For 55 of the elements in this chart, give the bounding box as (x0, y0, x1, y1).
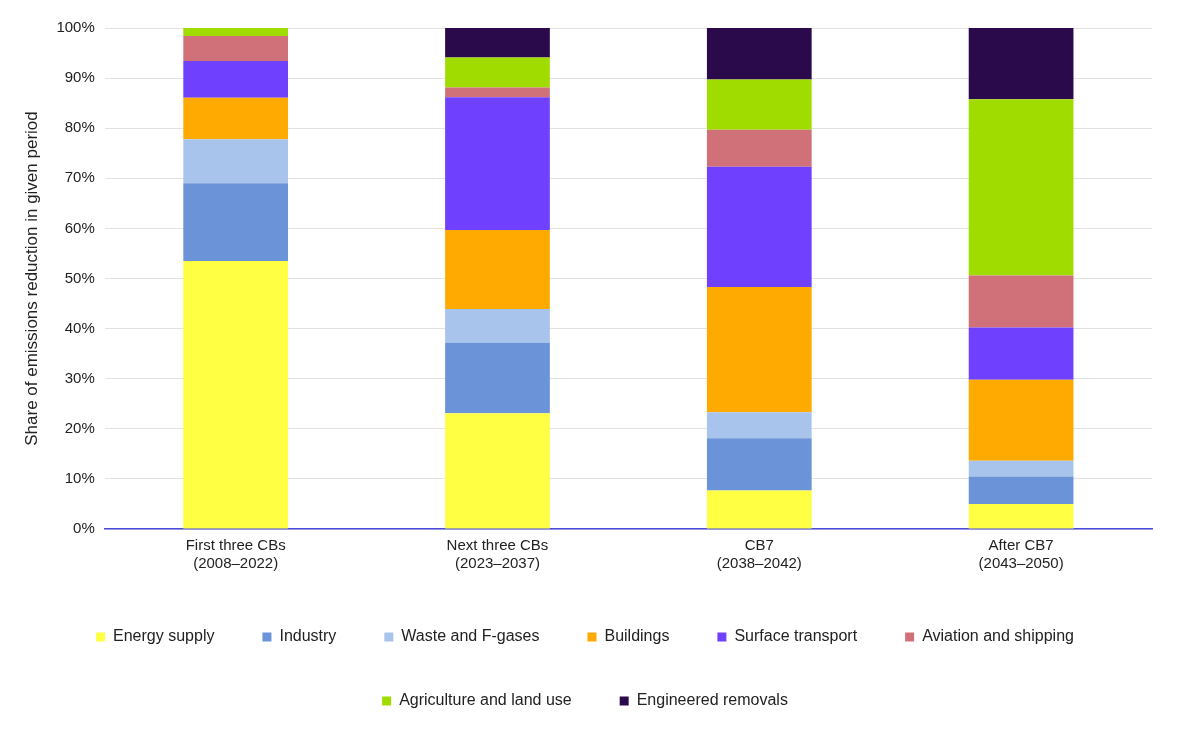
y-tick-label: 50% (64, 268, 95, 286)
y-tick-label: 70% (64, 168, 95, 186)
y-axis-title: Share of emissions reduction in given period (21, 111, 41, 446)
y-tick-label: 90% (64, 68, 95, 86)
y-tick-label: 0% (73, 519, 95, 537)
bar (706, 166, 812, 288)
x-tick-label: Next three CBs (2023–2037) (446, 536, 549, 572)
bar (183, 28, 289, 37)
bar (968, 460, 1074, 477)
bar (183, 260, 289, 529)
bar (183, 61, 289, 98)
bar (445, 229, 550, 310)
legend-label: Engineered removals (636, 691, 788, 709)
bar (445, 309, 550, 343)
bar (706, 79, 812, 130)
legend-label: Buildings (604, 627, 670, 645)
legend-label: Energy supply (113, 627, 215, 645)
legend-label: Surface transport (734, 627, 858, 645)
y-tick-label: 40% (64, 318, 95, 336)
bar (183, 183, 289, 261)
bar (183, 97, 289, 140)
bar (445, 413, 550, 529)
bar (968, 275, 1074, 328)
y-tick-label: 10% (64, 469, 95, 487)
bar (706, 287, 812, 413)
legend-label: Industry (279, 627, 337, 645)
bar (968, 99, 1074, 276)
legend-label: Aviation and shipping (922, 627, 1074, 645)
x-tick-label: CB7 (2038–2042) (716, 536, 802, 572)
bar (706, 490, 812, 529)
bar (183, 36, 289, 62)
bar (445, 342, 550, 414)
bar (183, 139, 289, 184)
bar (706, 412, 812, 439)
bar (445, 57, 550, 88)
legend-label: Waste and F-gases (401, 627, 540, 645)
bar (968, 327, 1074, 380)
y-tick-label: 60% (64, 218, 95, 236)
x-tick-label: After CB7 (2043–2050) (978, 536, 1064, 572)
y-tick-label: 80% (64, 118, 95, 136)
bar (706, 129, 812, 167)
bar (706, 28, 812, 80)
legend-label: Agriculture and land use (399, 691, 572, 709)
y-tick-label: 20% (64, 418, 95, 436)
bar (445, 87, 550, 98)
y-tick-label: 100% (56, 18, 95, 36)
bar (445, 97, 550, 230)
bar (445, 28, 550, 58)
bar (968, 28, 1074, 100)
bar (968, 379, 1074, 461)
y-tick-label: 30% (64, 368, 95, 386)
x-tick-label: First three CBs (2008–2022) (185, 536, 286, 572)
bar (968, 503, 1074, 529)
bar (706, 438, 812, 491)
bar (968, 476, 1074, 504)
